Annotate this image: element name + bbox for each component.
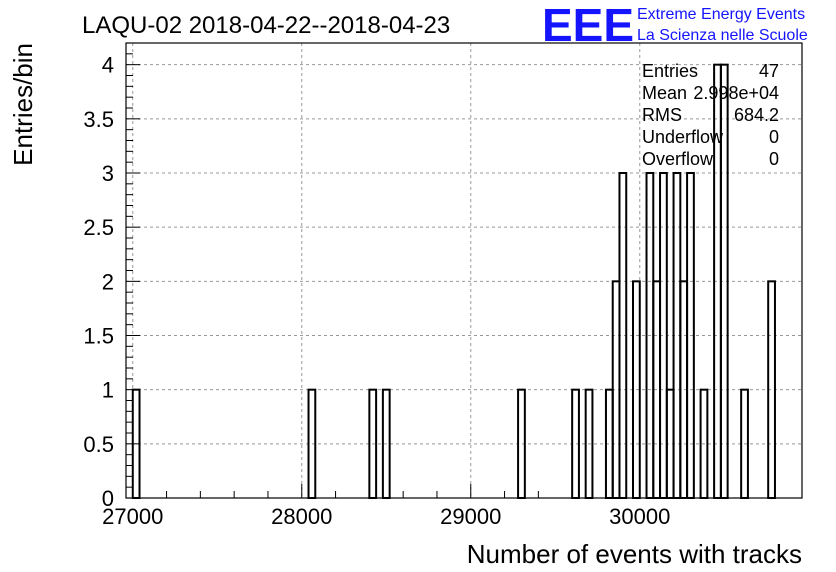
y-axis-label: Entries/bin — [8, 43, 38, 166]
axis-ticks — [126, 42, 776, 499]
stats-label: RMS — [642, 105, 682, 125]
axis-tick-labels: 27000 28000 29000 30000 0 0.5 1 1.5 2 2.5 3 3.5 4 — [83, 53, 670, 529]
y-tick-label: 0 — [102, 486, 114, 511]
stats-value: 0 — [769, 149, 779, 169]
x-tick-label: 28000 — [271, 504, 332, 529]
stats-box: Entries 47 Mean 2.998e+04 RMS 684.2 Underflow 0… — [642, 61, 779, 169]
stats-value: 0 — [769, 127, 779, 147]
stats-value: 684.2 — [734, 105, 779, 125]
y-tick-label: 2.5 — [83, 215, 114, 240]
stats-value: 47 — [759, 61, 779, 81]
x-tick-label: 30000 — [609, 504, 670, 529]
eee-logo: EEE Extreme Energy Events La Scienza nel… — [542, 0, 808, 51]
stats-label: Underflow — [642, 127, 724, 147]
logo-line-1: Extreme Energy Events — [637, 6, 805, 23]
y-tick-label: 2 — [102, 269, 114, 294]
logo-line-2: La Scienza nelle Scuole — [637, 27, 808, 44]
x-axis-label: Number of events with tracks — [467, 539, 802, 569]
x-tick-label: 29000 — [440, 504, 501, 529]
stats-value: 2.998e+04 — [693, 83, 779, 103]
y-tick-label: 1 — [102, 378, 114, 403]
y-tick-label: 3.5 — [83, 107, 114, 132]
stats-label: Overflow — [642, 149, 714, 169]
stats-label: Mean — [642, 83, 687, 103]
y-tick-label: 4 — [102, 53, 114, 78]
chart-title: LAQU-02 2018-04-22--2018-04-23 — [82, 12, 450, 39]
y-tick-label: 0.5 — [83, 432, 114, 457]
stats-label: Entries — [642, 61, 698, 81]
x-tick-label: 27000 — [102, 504, 163, 529]
eee-logo-mark: EEE — [542, 0, 634, 51]
y-tick-label: 1.5 — [83, 324, 114, 349]
y-tick-label: 3 — [102, 161, 114, 186]
